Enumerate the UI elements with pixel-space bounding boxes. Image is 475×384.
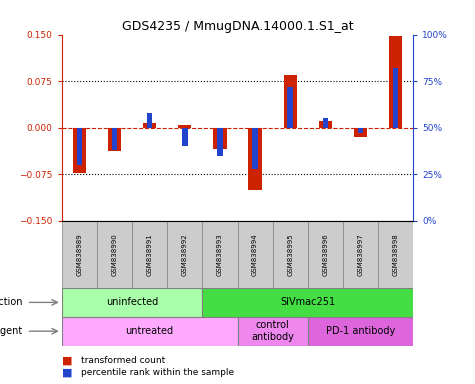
Bar (252, 128, 258, 169)
Text: PD-1 antibody: PD-1 antibody (326, 326, 395, 336)
Bar (323, 118, 328, 128)
Text: GSM838998: GSM838998 (393, 233, 399, 276)
Bar (213, 128, 227, 149)
Text: GSM838994: GSM838994 (252, 233, 258, 276)
Bar (147, 113, 152, 128)
Bar (217, 128, 223, 156)
Bar (319, 121, 332, 128)
Bar (97, 221, 132, 288)
Text: GSM838991: GSM838991 (147, 233, 152, 276)
Bar (393, 68, 399, 128)
Text: control
antibody: control antibody (251, 320, 294, 342)
Text: GSM838989: GSM838989 (76, 233, 82, 276)
Text: GSM838997: GSM838997 (358, 233, 363, 276)
Bar (76, 128, 82, 165)
Text: untreated: untreated (125, 326, 174, 336)
Text: agent: agent (0, 326, 23, 336)
Text: GSM838996: GSM838996 (323, 233, 328, 276)
Bar (62, 288, 202, 317)
Bar (62, 317, 238, 346)
Bar (132, 221, 167, 288)
Text: GSM838993: GSM838993 (217, 233, 223, 276)
Bar (308, 317, 413, 346)
Text: ■: ■ (62, 367, 72, 377)
Text: ■: ■ (62, 356, 72, 366)
Bar (343, 221, 378, 288)
Text: GSM838990: GSM838990 (112, 233, 117, 276)
Text: infection: infection (0, 297, 23, 308)
Bar (238, 221, 273, 288)
Text: SIVmac251: SIVmac251 (280, 297, 335, 308)
Bar (389, 36, 402, 128)
Bar (284, 75, 297, 128)
Bar (308, 221, 343, 288)
Text: GSM838995: GSM838995 (287, 233, 293, 276)
Bar (238, 317, 308, 346)
Bar (248, 128, 262, 190)
Bar (202, 288, 413, 317)
Bar (354, 128, 367, 137)
Bar (287, 87, 293, 128)
Text: percentile rank within the sample: percentile rank within the sample (81, 368, 234, 377)
Bar (73, 128, 86, 173)
Bar (108, 128, 121, 151)
Bar (62, 221, 97, 288)
Text: uninfected: uninfected (106, 297, 158, 308)
Text: GSM838992: GSM838992 (182, 233, 188, 276)
Bar (167, 221, 202, 288)
Bar (273, 221, 308, 288)
Bar (182, 128, 188, 146)
Title: GDS4235 / MmugDNA.14000.1.S1_at: GDS4235 / MmugDNA.14000.1.S1_at (122, 20, 353, 33)
Bar (143, 123, 156, 128)
Bar (202, 221, 238, 288)
Bar (358, 128, 363, 133)
Bar (178, 124, 191, 128)
Bar (112, 128, 117, 150)
Text: transformed count: transformed count (81, 356, 165, 366)
Bar (378, 221, 413, 288)
